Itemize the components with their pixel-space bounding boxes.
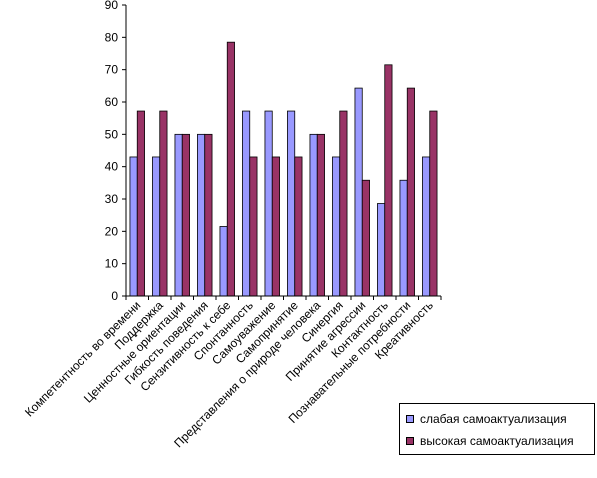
bar-high <box>384 64 393 297</box>
bar-weak <box>377 203 386 297</box>
legend-item-weak: слабая самоактуализация <box>406 411 567 427</box>
bar-high <box>249 156 258 297</box>
bar-high <box>204 133 213 297</box>
y-tick-label: 40 <box>105 160 119 174</box>
bar-weak <box>399 179 408 297</box>
y-tick-label: 30 <box>105 192 119 206</box>
bar-weak <box>129 156 138 297</box>
bar-weak <box>152 156 161 297</box>
y-tick-label: 70 <box>105 63 119 77</box>
legend-label-weak: слабая самоактуализация <box>420 412 567 426</box>
bar-high <box>226 41 235 297</box>
y-tick-label: 80 <box>105 30 119 44</box>
bar-weak <box>242 110 251 297</box>
bar-high <box>339 110 348 297</box>
legend-label-high: высокая самоактуализация <box>420 434 574 448</box>
y-tick-label: 20 <box>105 224 119 238</box>
legend-swatch-weak <box>406 415 414 423</box>
y-tick-label: 60 <box>105 95 119 109</box>
bar-weak <box>422 156 431 297</box>
bar-high <box>406 87 415 297</box>
y-tick-label: 10 <box>105 257 119 271</box>
legend-item-high: высокая самоактуализация <box>406 433 574 449</box>
bar-high <box>294 156 303 297</box>
bar-high <box>181 133 190 297</box>
bar-weak <box>332 156 341 297</box>
legend: слабая самоактуализация высокая самоакту… <box>399 403 595 455</box>
bar-weak <box>354 87 363 297</box>
y-tick-label: 50 <box>105 127 119 141</box>
bar-weak <box>174 133 183 297</box>
bar-weak <box>197 133 206 297</box>
bar-weak <box>309 133 318 297</box>
bar-high <box>429 110 438 297</box>
bar-high <box>361 179 370 297</box>
bar-high <box>316 133 325 297</box>
bar-weak <box>287 110 296 297</box>
y-tick-label: 90 <box>105 0 119 12</box>
bar-weak <box>219 226 228 297</box>
bar-high <box>271 156 280 297</box>
y-tick-label: 0 <box>111 289 118 303</box>
legend-swatch-high <box>406 437 414 445</box>
bar-high <box>159 110 168 297</box>
bar-weak <box>264 110 273 297</box>
bar-high <box>136 110 145 297</box>
